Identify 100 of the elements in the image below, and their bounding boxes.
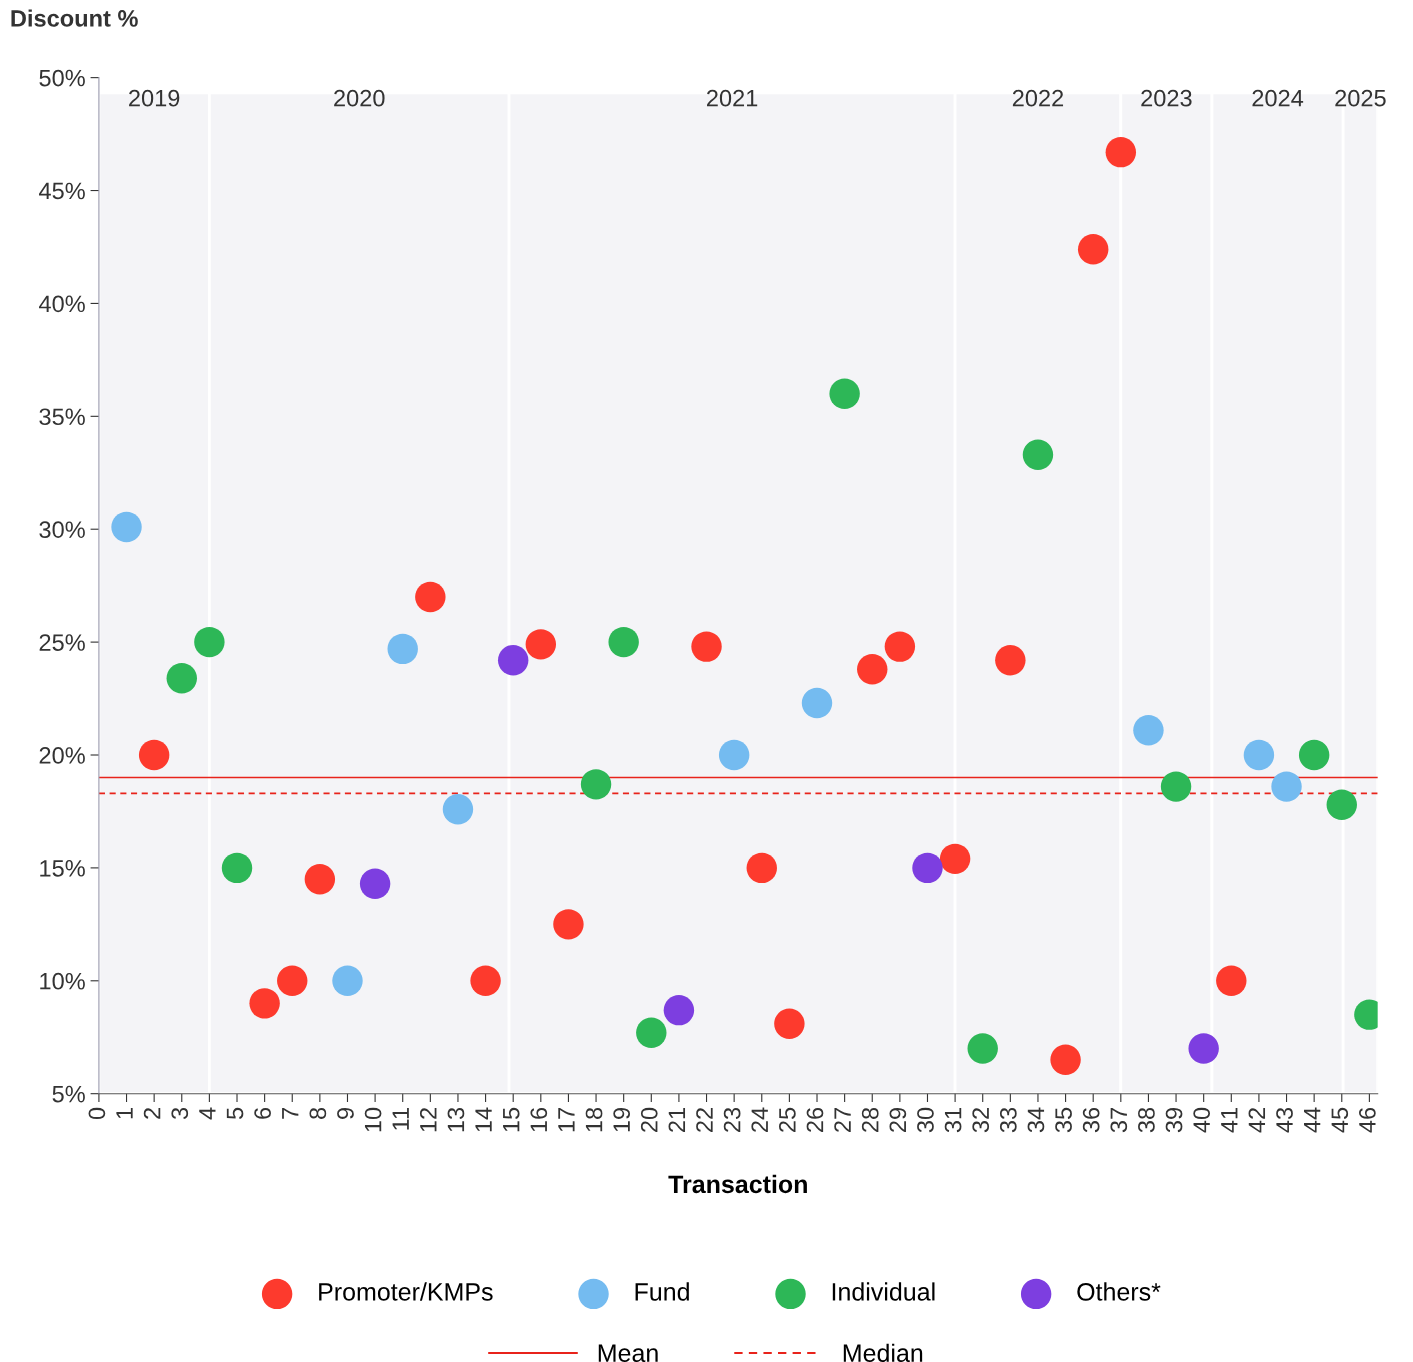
x-tick-label: 30 (917, 1107, 934, 1133)
point (801, 687, 833, 719)
x-tick-label: 40 (1193, 1107, 1211, 1133)
x-tick-label: 12 (419, 1108, 437, 1132)
x-tick-label: 22 (696, 1108, 713, 1132)
point (277, 965, 308, 997)
point (939, 843, 971, 875)
x-tick-label: 21 (668, 1108, 686, 1132)
point (111, 511, 142, 543)
point (249, 988, 280, 1019)
point (636, 1017, 667, 1048)
point (525, 629, 557, 660)
x-tick-label: 45 (1331, 1107, 1349, 1133)
x-tick-label: 14 (475, 1107, 492, 1132)
point (884, 631, 916, 662)
x-tick-label: 20 (640, 1107, 658, 1132)
y-tick-label: 10% (40, 972, 85, 990)
point (580, 769, 612, 800)
x-tick-label: 27 (834, 1108, 851, 1132)
point (718, 739, 750, 771)
point (1326, 789, 1357, 820)
x-tick-label: 8 (309, 1107, 327, 1119)
point (359, 868, 391, 899)
x-tick-label: 23 (723, 1107, 741, 1132)
y-tick-label: 15% (40, 860, 85, 877)
legend-label: Individual (832, 1282, 935, 1301)
x-tick-label: 10 (364, 1107, 382, 1132)
y-tick-label: 30% (39, 521, 85, 538)
point (1298, 739, 1330, 771)
point (332, 965, 363, 997)
band-label: 2024 (1252, 89, 1304, 107)
x-tick-label: 46 (1359, 1107, 1376, 1133)
point (415, 581, 446, 613)
x-tick-label: 31 (944, 1108, 962, 1133)
x-tick-label: 36 (1082, 1107, 1100, 1133)
point (1077, 234, 1109, 265)
x-tick-label: 38 (1138, 1107, 1155, 1133)
legend-label: Promoter/KMPs (319, 1282, 493, 1301)
point (1105, 136, 1137, 168)
x-tick-label: 13 (447, 1107, 465, 1132)
x-tick-label: 34 (1027, 1107, 1045, 1133)
x-tick-label: 18 (585, 1107, 603, 1132)
legend-label: Fund (635, 1282, 689, 1301)
x-tick-label: 16 (530, 1107, 548, 1132)
y-tick-label: 40% (39, 295, 85, 313)
point (553, 909, 584, 940)
point (442, 793, 474, 825)
point (221, 852, 253, 884)
point (166, 663, 197, 694)
band-label: 2021 (707, 89, 758, 107)
point (829, 378, 860, 409)
y-tick-label: 35% (39, 408, 85, 426)
point (691, 631, 722, 662)
legend-label: Others* (1077, 1282, 1161, 1301)
x-tick-label: 42 (1248, 1108, 1266, 1133)
x-tick-label: 15 (503, 1107, 520, 1132)
x-tick-label: 24 (751, 1107, 768, 1132)
x-tick-label: 35 (1055, 1107, 1072, 1133)
x-tick-label: 11 (392, 1108, 409, 1130)
y-tick-label: 45% (39, 182, 85, 200)
x-tick-label: 32 (972, 1108, 990, 1133)
point (194, 626, 225, 658)
x-tick-label: 3 (171, 1107, 189, 1120)
y-tick-label: 5% (52, 1085, 85, 1103)
point (857, 653, 888, 685)
point (1271, 771, 1302, 802)
point (387, 633, 418, 665)
point (746, 852, 777, 884)
point (1160, 771, 1192, 802)
x-tick-label: 26 (806, 1107, 824, 1132)
point (304, 863, 336, 895)
x-tick-label: 4 (199, 1107, 216, 1120)
y-axis-title: Discount % (11, 9, 138, 27)
x-tick-label: 1 (116, 1108, 133, 1119)
point (774, 1008, 805, 1039)
y-tick-label: 25% (39, 634, 85, 651)
point (1133, 714, 1164, 746)
legend-label: Mean (598, 1344, 658, 1362)
point (1188, 1033, 1219, 1064)
point (470, 965, 501, 997)
x-tick-label: 28 (861, 1107, 879, 1132)
point (663, 994, 695, 1026)
point (1022, 439, 1054, 470)
point (995, 644, 1026, 676)
x-tick-label: 5 (226, 1107, 244, 1120)
band-label: 2023 (1141, 89, 1192, 107)
x-tick-label: 0 (88, 1107, 106, 1120)
point (1216, 965, 1247, 997)
x-tick-label: 9 (337, 1108, 354, 1119)
x-tick-label: 29 (889, 1108, 907, 1132)
x-tick-label: 41 (1221, 1108, 1238, 1133)
x-tick-label: 17 (558, 1108, 575, 1132)
point (967, 1033, 998, 1064)
y-tick-label: 50% (39, 69, 85, 87)
y-tick-label: 20% (39, 747, 85, 764)
x-tick-label: 43 (1276, 1107, 1293, 1133)
x-tick-label: 19 (613, 1108, 631, 1132)
x-tick-label: 39 (1165, 1108, 1183, 1133)
band-label: 2020 (334, 89, 385, 107)
point (912, 852, 943, 884)
